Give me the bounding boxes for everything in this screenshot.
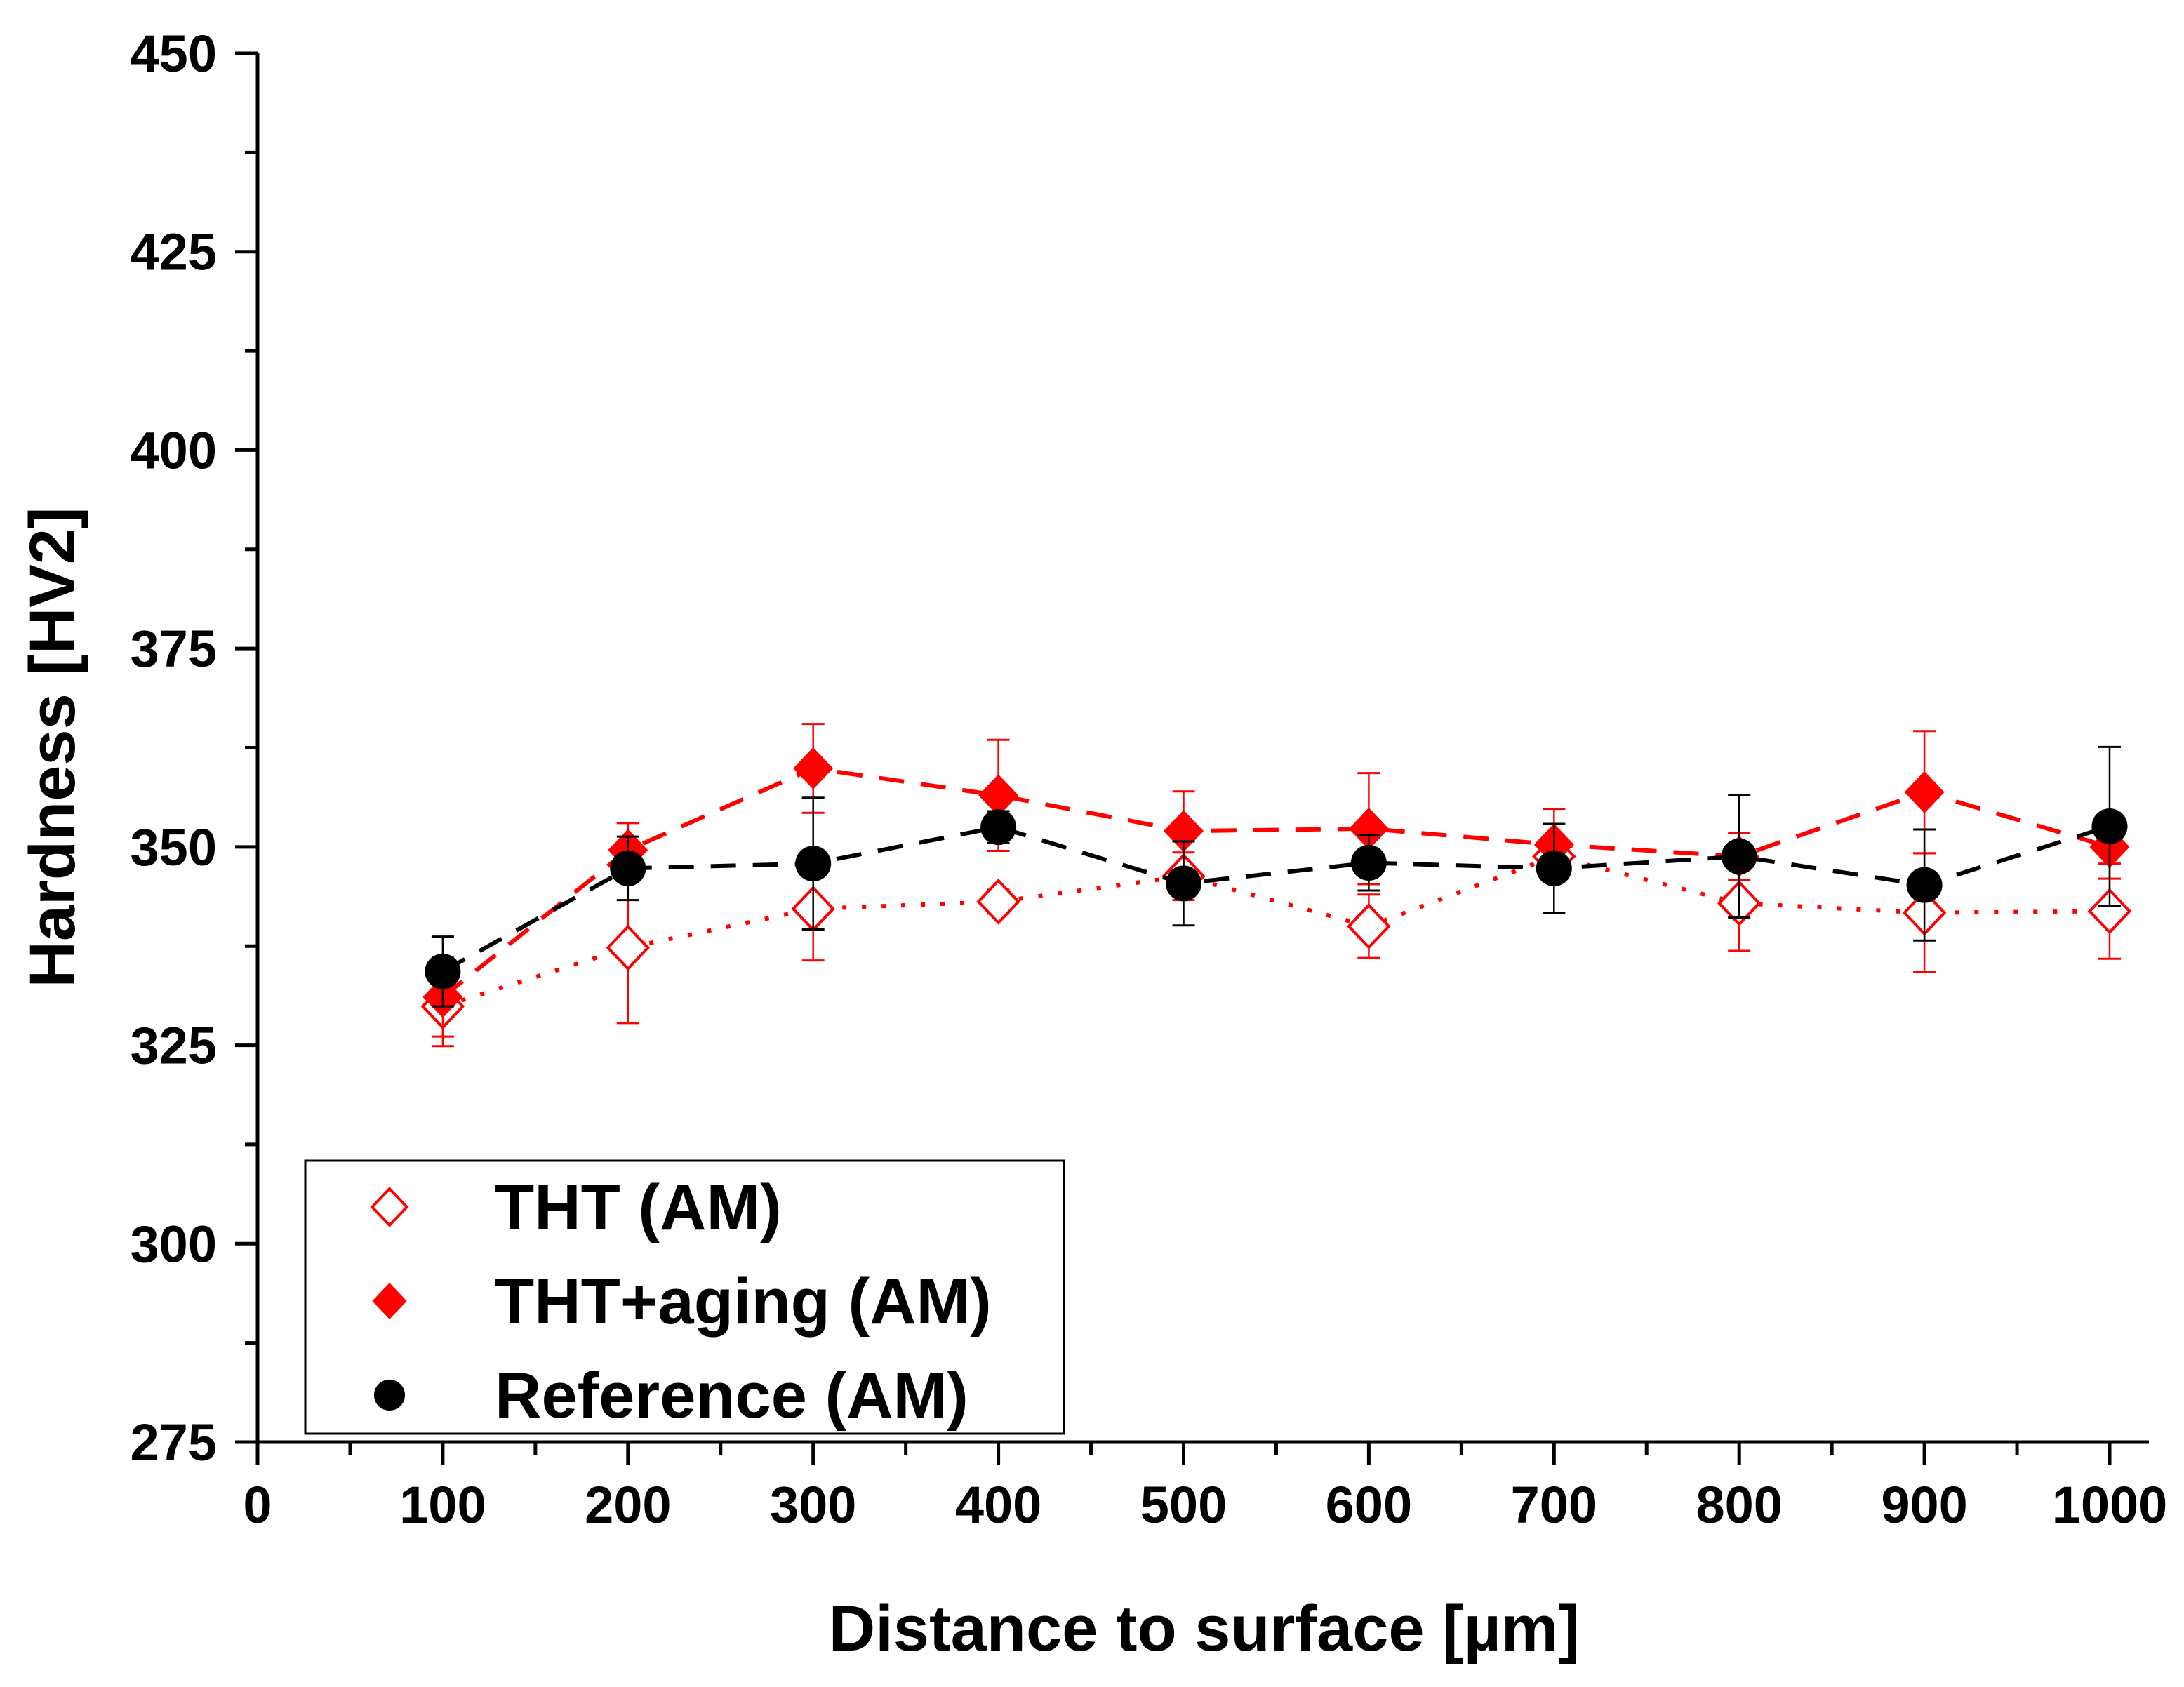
legend-box: [304, 1159, 1065, 1435]
y-tick-label: 275: [131, 1413, 217, 1472]
y-tick-label: 425: [131, 223, 217, 281]
data-point: [1904, 771, 1945, 813]
data-point: [1166, 865, 1201, 902]
x-tick-label: 700: [1511, 1476, 1597, 1534]
y-tick-label: 350: [131, 818, 217, 876]
legend-marker: [373, 1379, 406, 1411]
x-tick-label: 400: [955, 1476, 1041, 1534]
y-tick-label: 450: [131, 25, 217, 83]
data-point: [1348, 807, 1389, 850]
x-tick-label: 600: [1326, 1476, 1412, 1534]
x-tick-label: 1000: [2052, 1476, 2168, 1534]
data-point: [2091, 808, 2128, 844]
x-tick-label: 900: [1881, 1476, 1967, 1534]
y-tick-label: 300: [131, 1215, 217, 1273]
data-point: [978, 774, 1019, 817]
x-axis-title: Distance to surface [µm]: [829, 1593, 1580, 1665]
x-tick-label: 0: [243, 1476, 272, 1534]
series-line: [441, 766, 2110, 999]
x-tick-label: 300: [770, 1476, 856, 1534]
legend-label: THT (AM): [495, 1172, 782, 1243]
y-tick-label: 325: [131, 1017, 217, 1075]
series-line: [441, 854, 2110, 1009]
data-point: [795, 846, 832, 882]
plot-area: [420, 723, 2132, 1048]
legend: THT (AM) THT+aging (AM) Reference (AM): [304, 1159, 1065, 1435]
data-point: [1350, 844, 1387, 881]
y-tick-label: 400: [131, 421, 217, 479]
series-tht-aging-am: [422, 723, 2130, 1038]
data-point: [2087, 888, 2132, 935]
x-tick-label: 800: [1696, 1476, 1782, 1534]
series-line: [441, 824, 2110, 974]
data-point: [1536, 850, 1572, 886]
y-tick-label: 375: [131, 620, 217, 678]
data-point: [976, 878, 1020, 925]
x-tick-label: 100: [399, 1476, 486, 1534]
data-point: [610, 850, 646, 886]
y-axis-title: Hardness [HV2]: [17, 507, 88, 987]
x-tick-label: 500: [1140, 1476, 1227, 1534]
legend-marker: [370, 1187, 409, 1227]
x-tick-label: 200: [585, 1476, 671, 1534]
axes: 0 100 200 300 400 500 600 700 800 900 1000 275 300 32…: [131, 25, 2168, 1534]
data-point: [793, 747, 834, 789]
series-reference-am: [425, 745, 2128, 1008]
legend-marker: [372, 1283, 407, 1319]
data-point: [980, 809, 1017, 846]
data-point: [606, 924, 651, 971]
data-point: [425, 953, 461, 989]
data-point: [1721, 838, 1757, 874]
data-point: [1906, 867, 1943, 903]
legend-label: Reference (AM): [495, 1360, 968, 1432]
legend-label: THT+aging (AM): [495, 1266, 992, 1338]
data-point: [1347, 903, 1391, 949]
